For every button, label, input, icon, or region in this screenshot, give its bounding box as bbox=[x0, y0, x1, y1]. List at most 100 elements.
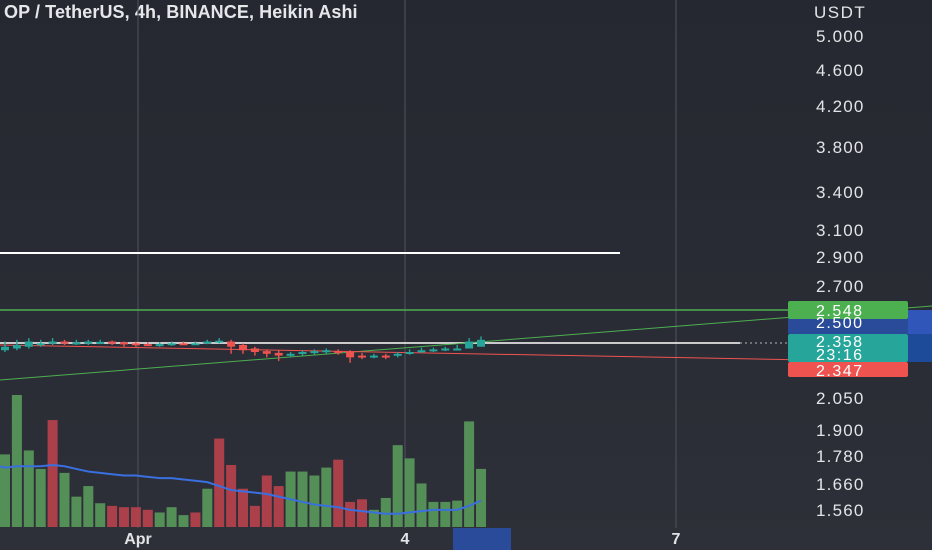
volume-bar bbox=[309, 475, 320, 527]
volume-bar bbox=[261, 475, 272, 527]
volume-bar bbox=[190, 512, 201, 527]
candle-body bbox=[120, 342, 128, 345]
candle-body bbox=[381, 355, 390, 358]
volume-bar bbox=[202, 488, 213, 527]
price-axis-tick: 3.100 bbox=[816, 221, 865, 240]
candle-body bbox=[239, 344, 247, 351]
candle-body bbox=[250, 348, 259, 353]
candle-body bbox=[298, 352, 307, 355]
candle-body bbox=[405, 352, 414, 355]
candle-body bbox=[72, 342, 81, 345]
volume-bar bbox=[333, 459, 344, 527]
volume-bar bbox=[368, 509, 379, 527]
price-axis-tick: 1.900 bbox=[816, 421, 865, 440]
time-axis-tick: 7 bbox=[672, 531, 681, 548]
volume-bars bbox=[0, 395, 486, 527]
volume-bar bbox=[214, 438, 225, 527]
candle-body bbox=[36, 343, 45, 346]
price-axis-tick: 2.050 bbox=[816, 389, 865, 408]
price-label-blue-text: 2.500 bbox=[816, 315, 864, 332]
candle-body bbox=[465, 341, 474, 349]
price-label-current-edge bbox=[908, 334, 932, 362]
volume-bar bbox=[59, 472, 70, 527]
volume-moving-average-line bbox=[0, 463, 482, 515]
price-axis-tick: 5.000 bbox=[816, 27, 865, 46]
candle-body bbox=[429, 349, 438, 352]
volume-bar bbox=[440, 501, 451, 527]
candle-body bbox=[215, 340, 224, 343]
volume-bar bbox=[130, 507, 141, 527]
volume-bar bbox=[226, 464, 237, 527]
price-axis-tick: 2.900 bbox=[816, 248, 865, 267]
price-axis-tick: 4.600 bbox=[816, 61, 865, 80]
candle-body bbox=[48, 341, 57, 344]
price-axis-currency: USDT bbox=[814, 3, 866, 22]
volume-bar bbox=[357, 499, 367, 527]
candle-body bbox=[167, 343, 176, 346]
candle-body bbox=[417, 350, 426, 353]
candle-body bbox=[96, 341, 105, 344]
volume-bar bbox=[47, 420, 58, 527]
candles bbox=[1, 336, 485, 363]
volume-bar bbox=[476, 468, 486, 527]
price-axis-tick: 2.700 bbox=[816, 277, 865, 296]
time-axis-tick: 4 bbox=[401, 531, 410, 548]
price-axis-tick: 3.400 bbox=[816, 183, 865, 202]
trend-line-red bbox=[0, 344, 809, 361]
price-label-red bbox=[788, 362, 908, 377]
volume-bar bbox=[142, 509, 153, 527]
candle-body bbox=[131, 343, 140, 346]
volume-bar bbox=[464, 421, 475, 527]
candle-body bbox=[1, 346, 9, 351]
candle-body bbox=[369, 355, 378, 358]
volume-bar bbox=[107, 505, 118, 527]
candle-body bbox=[477, 339, 485, 347]
candle-body bbox=[393, 353, 402, 356]
volume-bar bbox=[321, 467, 332, 527]
candle-body bbox=[12, 344, 21, 349]
volume-bar bbox=[404, 458, 415, 527]
candle-body bbox=[286, 353, 295, 356]
price-axis-tick: 1.560 bbox=[816, 501, 865, 520]
candle-body bbox=[274, 352, 283, 356]
candle-body bbox=[155, 344, 164, 347]
candle-body bbox=[179, 343, 188, 346]
volume-bar bbox=[380, 497, 391, 527]
candle-body bbox=[322, 350, 331, 353]
price-axis-tick: 4.200 bbox=[816, 97, 865, 116]
volume-bar bbox=[416, 483, 427, 527]
volume-bar bbox=[71, 496, 82, 527]
candle-body bbox=[453, 348, 462, 351]
price-axis-tick: 3.800 bbox=[816, 138, 865, 157]
candle-body bbox=[203, 341, 212, 344]
time-axis: Apr 4 7 bbox=[124, 528, 681, 550]
candle-body bbox=[334, 351, 343, 354]
candle-body bbox=[358, 355, 366, 358]
price-label-current-text: 2.358 bbox=[816, 334, 864, 351]
time-axis-tick: Apr bbox=[124, 531, 152, 548]
price-axis-tick: 1.780 bbox=[816, 447, 865, 466]
volume-bar bbox=[166, 507, 177, 527]
volume-bar bbox=[178, 515, 189, 527]
chart-title: OP / TetherUS, 4h, BINANCE, Heikin Ashi bbox=[4, 2, 358, 22]
candle-body bbox=[60, 341, 69, 344]
time-axis-highlight bbox=[453, 528, 511, 550]
price-axis: USDT 5.000 4.600 4.200 3.800 3.400 3.100 2.900 2… bbox=[788, 3, 932, 520]
price-label-countdown: 23:16 bbox=[816, 347, 864, 364]
volume-bar bbox=[35, 468, 46, 527]
price-label-red-text: 2.347 bbox=[816, 363, 864, 380]
candle-body bbox=[310, 351, 319, 354]
volume-bar bbox=[23, 450, 34, 527]
grid-lines bbox=[137, 0, 677, 528]
candle-body bbox=[191, 343, 200, 346]
volume-bar bbox=[95, 503, 106, 527]
volume-bar bbox=[249, 505, 260, 527]
volume-bar bbox=[11, 395, 22, 527]
volume-bar bbox=[119, 507, 129, 527]
volume-bar bbox=[0, 454, 10, 527]
volume-bar bbox=[392, 445, 403, 527]
volume-bar bbox=[83, 486, 94, 527]
volume-bar bbox=[273, 486, 284, 527]
price-axis-tick: 1.660 bbox=[816, 475, 865, 494]
